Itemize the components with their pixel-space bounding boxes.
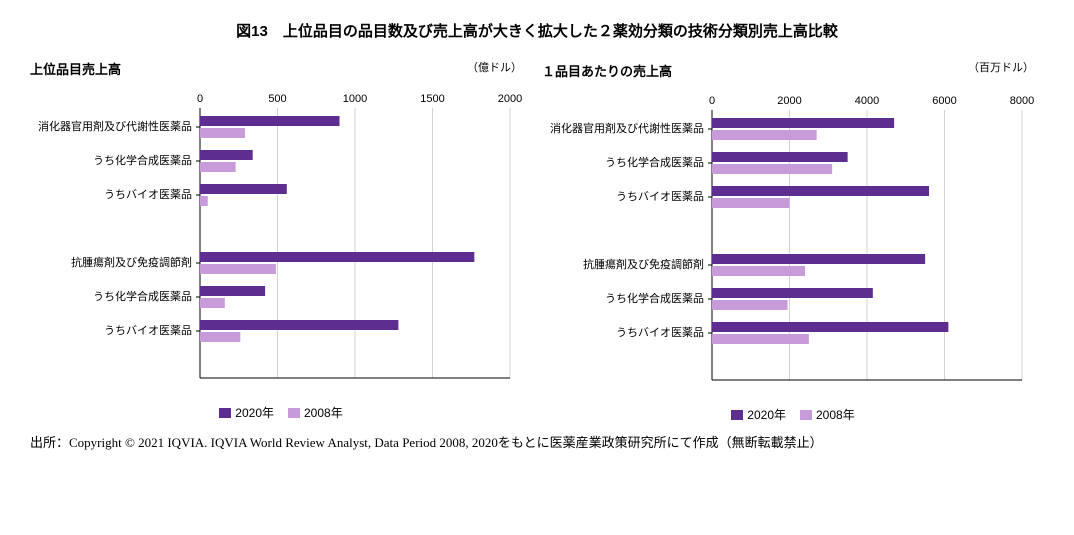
svg-text:8000: 8000 — [1010, 95, 1034, 107]
legend-item-2020: 2020年 — [731, 406, 786, 423]
legend-label-2020: 2020年 — [235, 404, 274, 421]
chart-panel-right: １品目あたりの売上高 （百万ドル） 02000400060008000消化器官用… — [542, 59, 1044, 423]
svg-text:消化器官用剤及び代謝性医薬品: 消化器官用剤及び代謝性医薬品 — [550, 121, 704, 135]
svg-text:1000: 1000 — [343, 93, 367, 105]
svg-text:うち化学合成医薬品: うち化学合成医薬品 — [605, 155, 704, 169]
legend-item-2020: 2020年 — [219, 404, 274, 421]
svg-text:うち化学合成医薬品: うち化学合成医薬品 — [93, 153, 192, 167]
svg-text:0: 0 — [197, 93, 203, 105]
svg-text:抗腫瘍剤及び免疫調節剤: 抗腫瘍剤及び免疫調節剤 — [583, 257, 704, 271]
svg-text:うちバイオ医薬品: うちバイオ医薬品 — [104, 188, 192, 201]
legend-label-2008: 2008年 — [816, 406, 855, 423]
left-chart-unit: （億ドル） — [467, 59, 522, 75]
legend-swatch-2020 — [731, 410, 743, 420]
legend-swatch-2008 — [800, 410, 812, 420]
legend-swatch-2020 — [219, 408, 231, 418]
svg-text:6000: 6000 — [932, 95, 956, 107]
legend-item-2008: 2008年 — [800, 406, 855, 423]
charts-row: 上位品目売上高 （億ドル） 0 500 1000 1500 2000 消化器官用剤及び代謝… — [30, 59, 1044, 423]
legend-label-2008: 2008年 — [304, 404, 343, 421]
svg-text:500: 500 — [268, 93, 286, 105]
svg-text:1500: 1500 — [420, 93, 444, 105]
left-chart-svg: 0500100015002000消化器官用剤及び代謝性医薬品うち化学合成医薬品う… — [30, 78, 530, 398]
svg-text:4000: 4000 — [855, 95, 879, 107]
chart-panel-left: 上位品目売上高 （億ドル） 0 500 1000 1500 2000 消化器官用剤及び代謝… — [30, 59, 532, 423]
legend-label-2020: 2020年 — [747, 406, 786, 423]
svg-text:うちバイオ医薬品: うちバイオ医薬品 — [616, 190, 704, 203]
svg-text:抗腫瘍剤及び免疫調節剤: 抗腫瘍剤及び免疫調節剤 — [71, 255, 192, 269]
legend-item-2008: 2008年 — [288, 404, 343, 421]
svg-text:うち化学合成医薬品: うち化学合成医薬品 — [605, 291, 704, 305]
left-legend: 2020年 2008年 — [30, 404, 532, 421]
right-chart-svg: 0 2000 4000 6000 8000 消化器官用剤及び代謝性医薬品うち化学合成医薬品… — [542, 80, 1042, 400]
svg-text:2000: 2000 — [498, 93, 522, 105]
svg-text:0: 0 — [709, 95, 715, 107]
svg-text:うちバイオ医薬品: うちバイオ医薬品 — [616, 326, 704, 339]
right-chart-unit: （百万ドル） — [968, 59, 1034, 75]
legend-swatch-2008 — [288, 408, 300, 418]
svg-text:2000: 2000 — [777, 95, 801, 107]
svg-text:消化器官用剤及び代謝性医薬品: 消化器官用剤及び代謝性医薬品 — [38, 119, 192, 133]
right-legend: 2020年 2008年 — [542, 406, 1044, 423]
svg-text:うちバイオ医薬品: うちバイオ医薬品 — [104, 324, 192, 337]
main-title: 図13 上位品目の品目数及び売上高が大きく拡大した２薬効分類の技術分類別売上高比… — [30, 20, 1044, 41]
svg-text:うち化学合成医薬品: うち化学合成医薬品 — [93, 289, 192, 303]
source-text: 出所：Copyright © 2021 IQVIA. IQVIA World R… — [30, 433, 1044, 453]
left-chart-title: 上位品目売上高 — [30, 59, 532, 78]
